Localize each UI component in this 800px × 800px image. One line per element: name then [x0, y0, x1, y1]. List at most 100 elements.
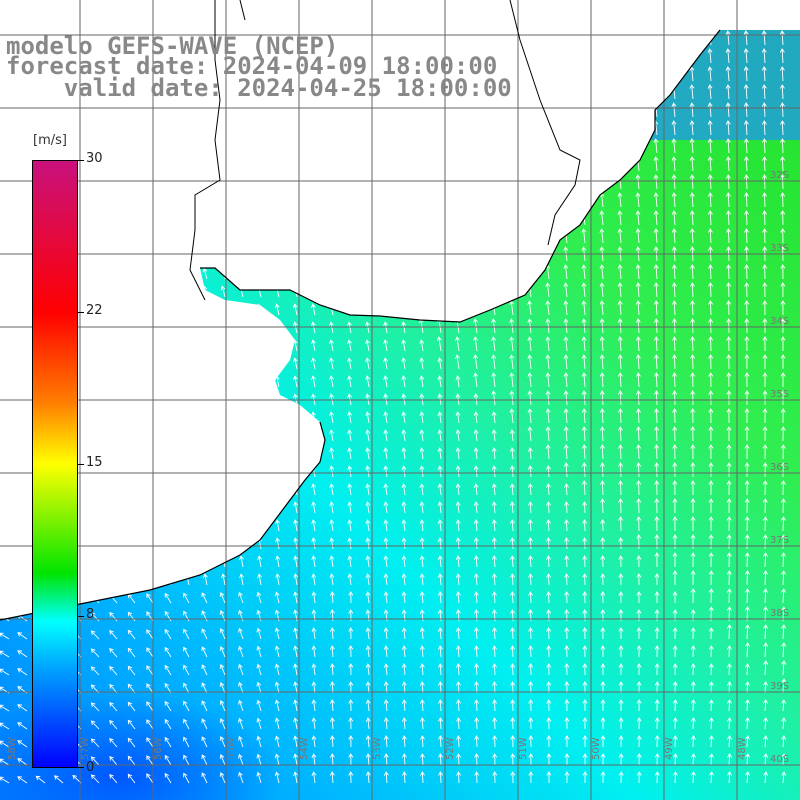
wind-arrow-head: [726, 300, 732, 305]
wind-arrow: [673, 157, 676, 172]
wind-arrow-head: [582, 681, 588, 686]
wind-arrow-head: [365, 303, 370, 309]
wind-arrow: [547, 337, 550, 352]
wind-arrow-head: [582, 501, 588, 506]
wind-arrow: [438, 283, 442, 298]
wind-arrow: [240, 358, 244, 370]
wind-arrow-head: [455, 537, 461, 542]
wind-arrow-head: [527, 336, 533, 341]
latitude-label: 32S: [770, 170, 789, 181]
wind-arrow-head: [109, 647, 114, 653]
wind-arrow-head: [708, 390, 714, 395]
wind-arrow-head: [329, 627, 335, 632]
wind-arrow: [294, 430, 298, 442]
wind-arrow-head: [472, 156, 478, 162]
wind-arrow: [402, 412, 406, 424]
wind-arrow: [728, 282, 730, 298]
wind-arrow-head: [4, 411, 9, 417]
wind-arrow: [95, 17, 99, 27]
wind-arrow: [764, 717, 767, 730]
wind-arrow: [312, 286, 316, 298]
wind-arrow-head: [654, 753, 660, 758]
wind-arrow-head: [329, 645, 335, 650]
wind-arrow: [183, 719, 190, 730]
wind-arrow: [109, 720, 118, 730]
wind-arrow: [5, 556, 10, 568]
wind-arrow-head: [348, 681, 354, 686]
wind-arrow: [330, 538, 334, 550]
wind-arrow: [131, 358, 136, 370]
wind-arrow-head: [292, 14, 296, 18]
wind-arrow-head: [454, 156, 460, 162]
wind-arrow: [131, 430, 136, 442]
wind-arrow-head: [510, 627, 516, 632]
wind-arrow-head: [528, 519, 533, 524]
wind-arrow-head: [726, 246, 731, 251]
wind-arrow: [781, 102, 784, 118]
wind-arrow-head: [690, 663, 696, 668]
wind-arrow-head: [293, 393, 298, 399]
wind-arrow-head: [112, 537, 118, 543]
wind-arrow-head: [401, 555, 407, 560]
wind-arrow-head: [109, 773, 114, 779]
wind-arrow: [475, 430, 478, 442]
wind-arrow-head: [346, 156, 351, 162]
wind-arrow-head: [780, 516, 786, 521]
wind-arrow: [221, 304, 226, 316]
wind-arrow-head: [600, 573, 606, 578]
wind-arrow: [238, 718, 244, 730]
wind-arrow-head: [455, 609, 461, 614]
wind-arrow-head: [219, 718, 225, 723]
wind-arrow-head: [708, 480, 714, 485]
wind-arrow: [294, 592, 298, 604]
wind-arrow: [439, 592, 442, 604]
wind-arrow-head: [419, 375, 425, 380]
wind-arrow: [673, 318, 676, 334]
wind-arrow: [493, 573, 496, 586]
wind-arrow-head: [545, 174, 550, 179]
wind-arrow: [547, 409, 550, 424]
wind-arrow-head: [672, 627, 678, 632]
wind-arrow: [167, 250, 172, 262]
wind-arrow-head: [473, 13, 477, 17]
wind-arrow-head: [672, 462, 678, 467]
wind-arrow-head: [436, 138, 442, 144]
wind-arrow: [185, 358, 190, 370]
wind-arrow-head: [599, 13, 603, 17]
wind-arrow: [673, 175, 676, 190]
wind-arrow: [474, 355, 478, 370]
wind-arrow-head: [653, 30, 659, 35]
wind-arrow: [437, 103, 442, 118]
wind-arrow: [186, 466, 190, 478]
wind-arrow: [383, 139, 388, 154]
wind-arrow: [275, 718, 280, 730]
wind-arrow: [113, 574, 118, 586]
wind-arrow: [746, 717, 749, 730]
wind-arrow: [257, 718, 262, 730]
wind-arrow: [528, 121, 532, 136]
wind-arrow-head: [474, 753, 480, 758]
wind-arrow: [23, 448, 28, 460]
wind-arrow-head: [672, 570, 678, 575]
wind-arrow: [565, 537, 568, 550]
wind-arrow-head: [528, 717, 534, 722]
wind-arrow: [457, 556, 460, 568]
wind-arrow-head: [781, 570, 786, 575]
wind-arrow-head: [311, 717, 317, 722]
wind-arrow-head: [22, 429, 27, 435]
wind-arrow-head: [763, 771, 769, 776]
wind-arrow-head: [581, 246, 587, 251]
wind-arrow-head: [545, 408, 551, 413]
wind-arrow-head: [781, 660, 787, 665]
wind-arrow-head: [600, 681, 606, 686]
wind-arrow-head: [491, 13, 495, 17]
wind-arrow-head: [348, 735, 354, 740]
wind-arrow-head: [563, 282, 569, 287]
wind-arrow: [17, 632, 28, 640]
wind-arrow: [691, 282, 694, 298]
wind-arrow-head: [527, 282, 533, 287]
wind-arrow: [511, 373, 514, 388]
wind-arrow-head: [183, 718, 188, 724]
wind-arrow-head: [763, 660, 769, 665]
wind-arrow: [476, 735, 478, 748]
